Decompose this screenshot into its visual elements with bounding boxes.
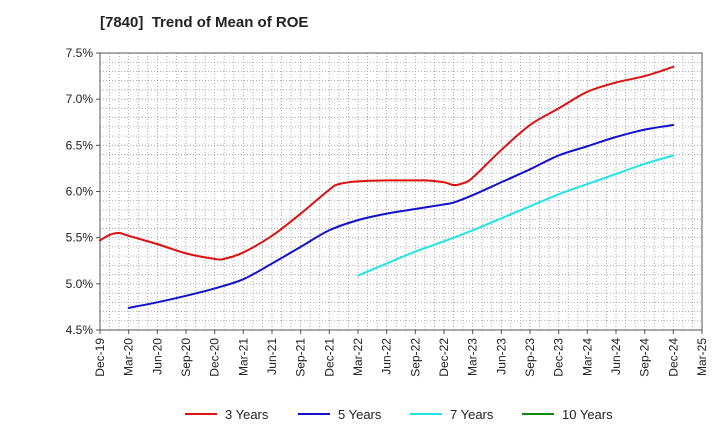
x-tick-label: Mar-21 [236,338,250,376]
y-tick-label: 6.5% [66,138,94,152]
x-tick-label: Dec-22 [437,338,451,377]
x-tick-label: Jun-24 [609,338,623,375]
x-tick-label: Jun-23 [494,338,508,375]
x-tick-label: Sep-23 [523,338,537,377]
legend-label-3-years: 3 Years [225,407,269,422]
x-tick-label: Mar-23 [466,338,480,376]
y-tick-label: 6.0% [66,185,94,199]
x-tick-label: Jun-20 [150,338,164,375]
y-tick-label: 4.5% [66,323,94,337]
y-tick-label: 7.5% [66,46,94,60]
series-line-5-years [127,124,675,309]
x-tick-label: Sep-22 [408,338,422,377]
x-tick-label: Mar-20 [122,338,136,376]
series-line-3-years [99,65,675,261]
y-tick-label: 5.5% [66,231,94,245]
legend-label-10-years: 10 Years [562,407,613,422]
y-tick-label: 7.0% [66,92,94,106]
series-line-7-years [357,154,675,277]
chart-title: [7840] Trend of Mean of ROE [100,14,309,31]
legend-label-5-years: 5 Years [338,407,382,422]
x-tick-label: Dec-20 [208,338,222,377]
x-tick-label: Mar-22 [351,338,365,376]
x-tick-label: Jun-21 [265,338,279,375]
x-tick-label: Mar-24 [580,338,594,376]
x-tick-label: Dec-19 [93,338,107,377]
x-tick-label: Mar-25 [695,338,709,376]
x-tick-label: Sep-24 [638,338,652,377]
x-tick-label: Dec-24 [666,338,680,377]
legend-label-7-years: 7 Years [450,407,494,422]
x-tick-label: Jun-22 [380,338,394,375]
x-tick-label: Dec-21 [322,338,336,377]
x-tick-label: Sep-20 [179,338,193,377]
x-tick-label: Dec-23 [552,338,566,377]
y-tick-label: 5.0% [66,277,94,291]
x-tick-label: Sep-21 [294,338,308,377]
